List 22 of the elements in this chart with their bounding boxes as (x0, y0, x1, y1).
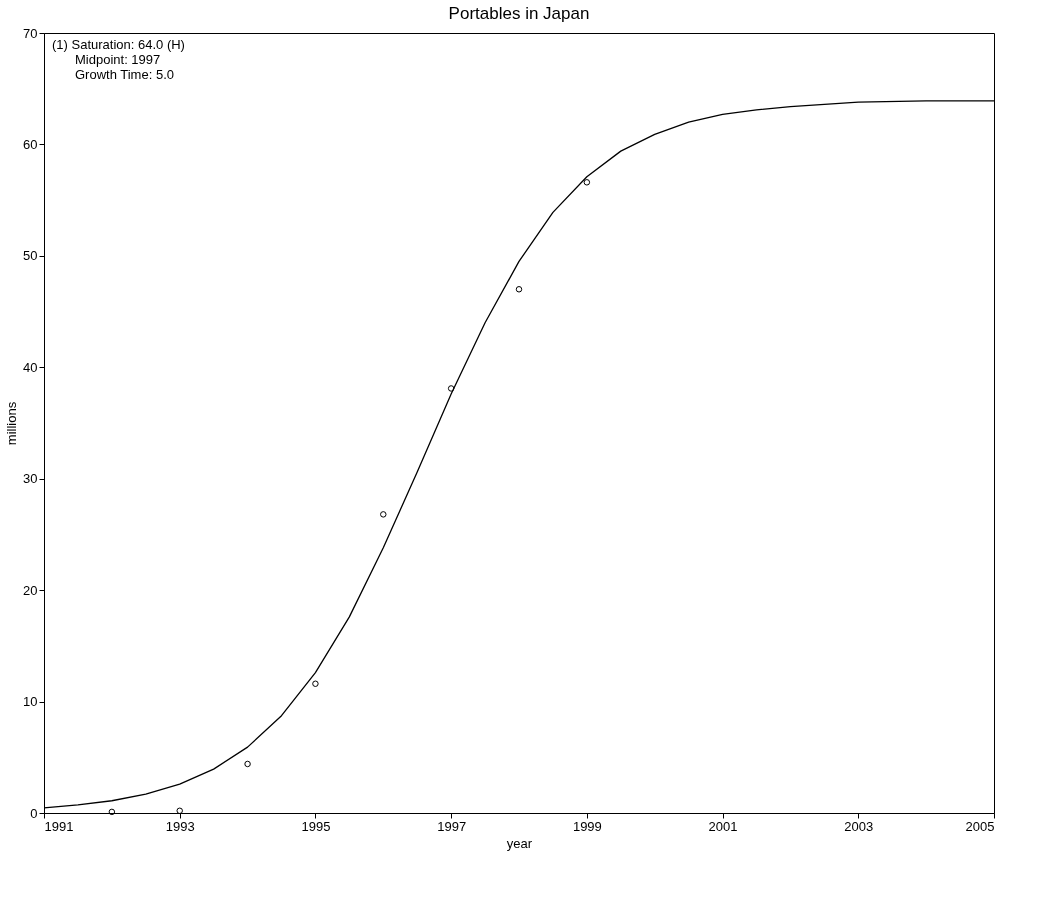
x-tick-label: 2005 (965, 818, 995, 834)
chart-title: Portables in Japan (448, 4, 590, 23)
x-tick-label: 1993 (165, 818, 195, 834)
y-tick-label: 60 (23, 136, 38, 152)
y-tick-label: 30 (23, 471, 38, 487)
y-tick-label: 20 (23, 582, 38, 598)
y-tick-label: 0 (30, 805, 38, 821)
y-tick-label: 70 (23, 25, 38, 41)
x-tick-label: 2001 (708, 818, 738, 834)
x-tick-label: 1991 (44, 818, 74, 834)
x-axis-title: year (506, 835, 533, 851)
x-tick-label: 2003 (844, 818, 874, 834)
annotation: (1) Saturation: 64.0 (H) (52, 37, 185, 52)
y-tick-label: 50 (23, 248, 38, 264)
annotation: Growth Time: 5.0 (75, 67, 174, 82)
annotation: Midpoint: 1997 (75, 52, 161, 67)
x-tick-label: 1995 (301, 818, 331, 834)
y-tick-label: 10 (23, 694, 38, 710)
y-axis-title: millions (4, 401, 20, 446)
x-tick-label: 1997 (437, 818, 467, 834)
y-tick-label: 40 (23, 359, 38, 375)
x-tick-label: 1999 (572, 818, 602, 834)
